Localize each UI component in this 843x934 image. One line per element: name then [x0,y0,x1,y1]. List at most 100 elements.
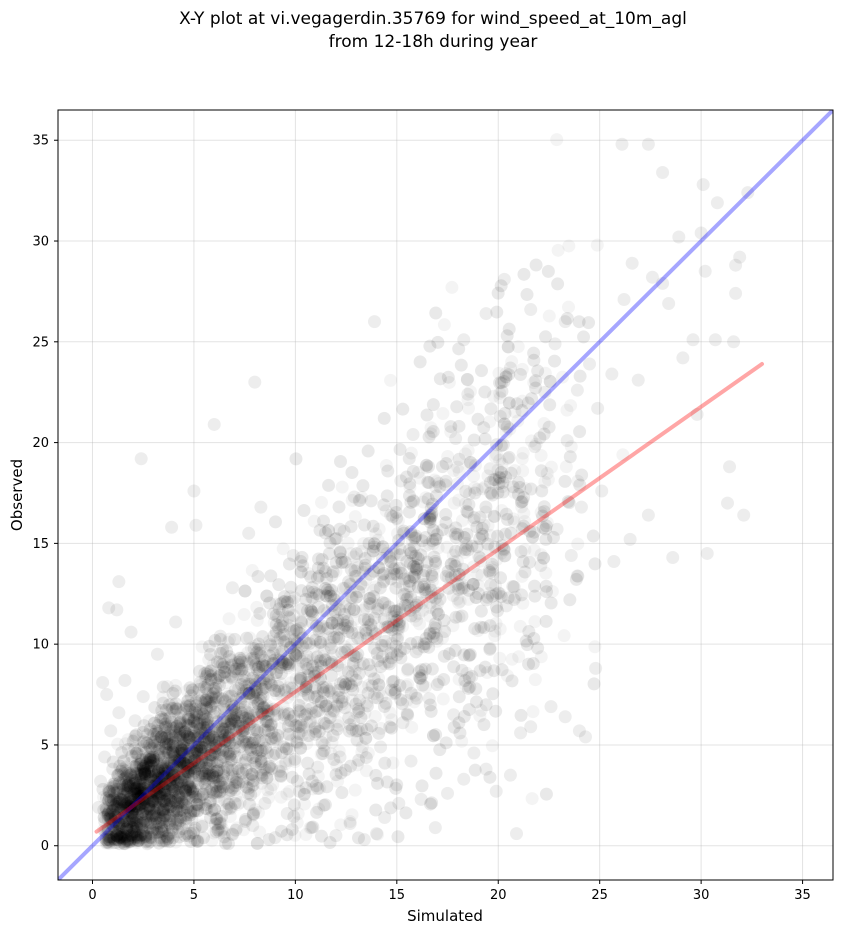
scatter-point [236,685,250,699]
scatter-point [271,610,285,624]
scatter-point [169,783,183,797]
scatter-point [439,478,452,492]
scatter-point [274,760,288,774]
scatter-point [266,658,280,672]
scatter-point [368,642,382,656]
scatter-point [492,366,506,380]
scatter-point [474,554,488,568]
scatter-point [169,769,183,783]
scatter-point [322,547,336,561]
scatter-point [153,798,167,812]
scatter-point [324,635,338,649]
scatter-point [115,819,129,833]
scatter-point [152,833,166,847]
scatter-point [197,707,211,721]
scatter-point [394,474,408,488]
scatter-point [146,773,160,787]
scatter-point [209,825,223,839]
scatter-point [112,818,126,832]
scatter-point [216,643,230,657]
scatter-point [436,407,450,421]
scatter-point [392,796,406,810]
scatter-point [180,684,194,698]
scatter-point [186,791,200,805]
scatter-point [461,592,475,606]
scatter-point [154,813,168,827]
scatter-point [590,238,604,252]
scatter-point [534,448,548,462]
scatter-point [419,461,433,475]
scatter-point [215,784,229,798]
scatter-point [442,375,456,389]
scatter-point [588,557,602,571]
scatter-point [588,640,602,654]
scatter-point [405,534,419,548]
scatter-point [578,730,592,744]
scatter-point [387,615,401,629]
scatter-point [286,687,300,701]
scatter-point [240,631,254,645]
scatter-point [100,807,114,821]
scatter-point [515,588,529,602]
scatter-point [447,555,461,569]
scatter-point [232,776,246,790]
scatter-point [119,760,133,774]
scatter-point [338,599,352,613]
scatter-point [380,546,394,560]
scatter-point [211,720,225,734]
scatter-point [347,490,361,504]
scatter-point [461,444,475,458]
scatter-point [370,646,384,660]
scatter-point [344,546,358,560]
scatter-point [383,549,397,563]
scatter-point [615,137,629,151]
scatter-point [264,639,278,653]
scatter-point [359,764,373,778]
scatter-point [111,802,125,816]
scatter-point [241,657,255,671]
scatter-point [516,596,530,610]
scatter-point [453,594,467,608]
scatter-point [478,385,492,399]
scatter-point [169,678,183,692]
scatter-point [499,425,513,439]
scatter-point [323,631,337,645]
scatter-point [729,286,743,300]
scatter-point [353,631,367,645]
scatter-point [124,800,138,814]
scatter-point [439,507,453,521]
scatter-point [136,690,150,704]
scatter-point [437,673,451,687]
scatter-point [361,746,375,760]
scatter-point [144,789,158,803]
scatter-point [122,779,136,793]
scatter-point [120,788,134,802]
scatter-point [307,514,321,528]
scatter-point [505,674,519,688]
scatter-point [113,802,127,816]
scatter-point [371,827,385,841]
scatter-point [300,736,314,750]
scatter-point [137,819,151,833]
scatter-point [214,755,228,769]
scatter-point [374,621,388,635]
scatter-point [295,655,309,669]
scatter-point [557,629,571,643]
scatter-point [134,753,148,767]
scatter-point [395,566,409,580]
scatter-point [483,486,497,500]
scatter-point [137,792,151,806]
scatter-point [485,739,499,753]
scatter-point [180,715,194,729]
scatter-point [132,789,146,803]
scatter-point [721,496,735,510]
scatter-point [128,714,142,728]
scatter-point [264,782,278,796]
scatter-point [147,755,161,769]
scatter-point [489,617,503,631]
scatter-point [179,737,193,751]
scatter-point [423,601,437,615]
scatter-point [109,824,123,838]
scatter-point [168,779,182,793]
scatter-point [102,830,116,844]
